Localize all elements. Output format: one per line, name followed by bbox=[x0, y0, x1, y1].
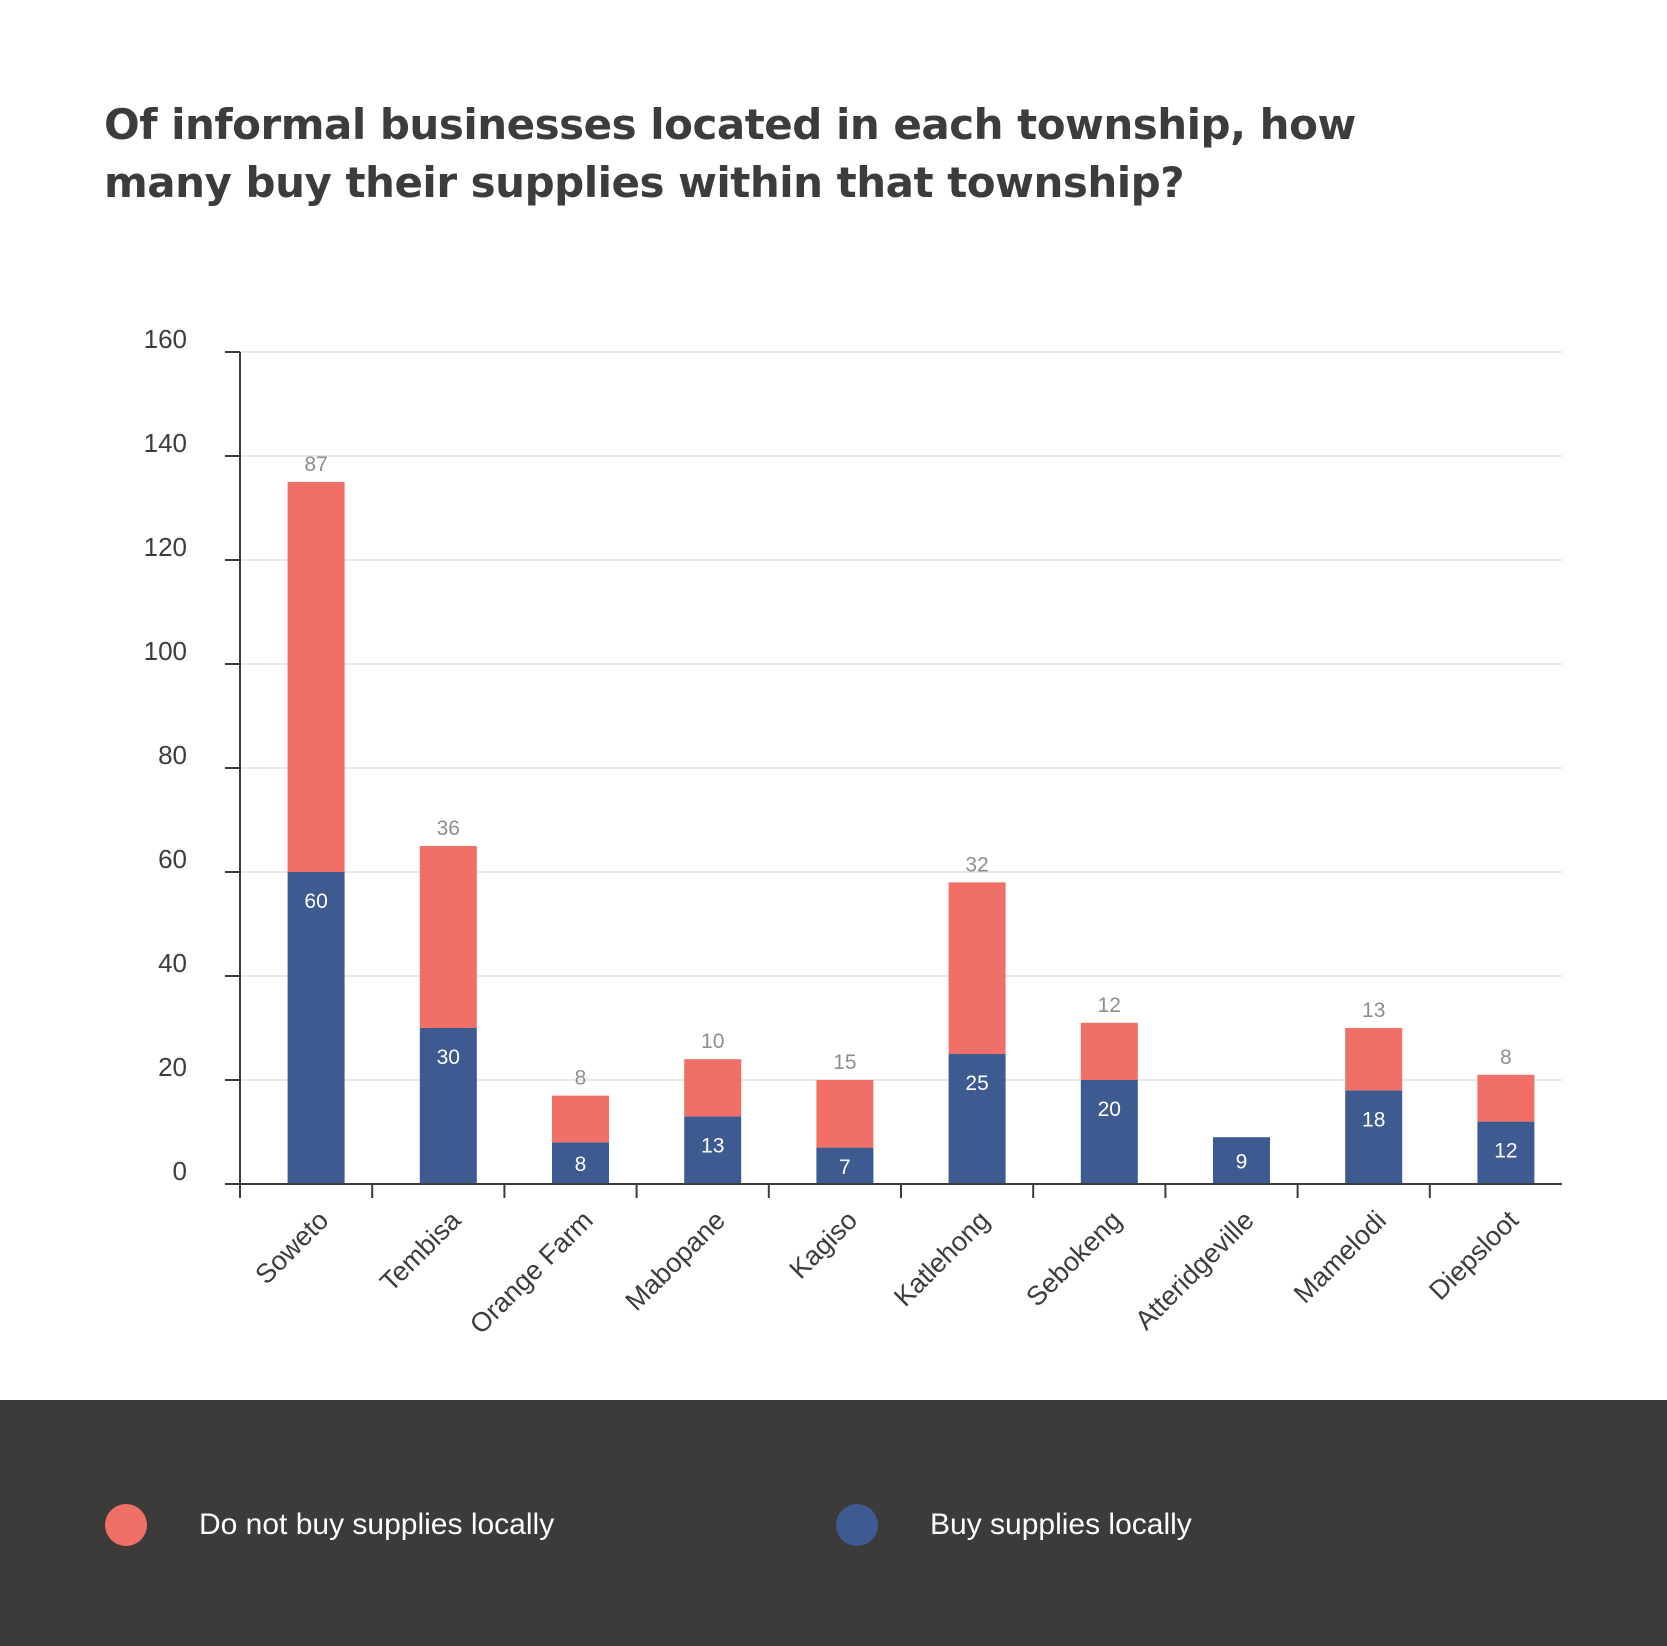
bar-top-label: 12 bbox=[1098, 994, 1121, 1017]
bar-inner-label: 7 bbox=[839, 1156, 851, 1179]
bar-top-label: 32 bbox=[965, 853, 988, 876]
bar-inner-label: 13 bbox=[701, 1134, 724, 1157]
legend-swatch-blue-circle-icon bbox=[836, 1504, 878, 1546]
bar-top-label: 8 bbox=[575, 1067, 587, 1090]
y-tick-label: 60 bbox=[158, 844, 187, 874]
y-tick-label: 120 bbox=[144, 532, 187, 562]
bar-segment-buy-locally bbox=[1477, 1121, 1535, 1184]
bar-segment-buy-locally bbox=[684, 1116, 742, 1184]
x-category-label: Sebokeng bbox=[1020, 1205, 1127, 1312]
bar-segment-not-local bbox=[948, 882, 1006, 1054]
bar-top-label: 36 bbox=[437, 817, 460, 840]
bar-segment-buy-locally bbox=[816, 1147, 874, 1184]
bar-top-label: 15 bbox=[833, 1051, 856, 1074]
legend-label: Do not buy supplies locally bbox=[199, 1508, 555, 1541]
bar-segment-not-local bbox=[1345, 1028, 1403, 1091]
x-category-label: Atteridgeville bbox=[1129, 1205, 1260, 1336]
bar-segment-buy-locally bbox=[287, 872, 345, 1184]
x-category-label: Tembisa bbox=[374, 1204, 467, 1297]
bar-inner-label: 25 bbox=[965, 1072, 988, 1095]
x-category-label: Orange Farm bbox=[464, 1205, 599, 1340]
y-tick-label: 20 bbox=[158, 1052, 187, 1082]
y-tick-label: 100 bbox=[144, 636, 187, 666]
bar-inner-label: 9 bbox=[1236, 1151, 1248, 1174]
bar-segment-not-local bbox=[1080, 1022, 1138, 1080]
legend-swatch-red-circle-icon bbox=[105, 1504, 147, 1546]
bar-inner-label: 12 bbox=[1494, 1140, 1517, 1163]
bar-inner-label: 18 bbox=[1362, 1108, 1385, 1131]
x-category-label: Diepsloot bbox=[1423, 1205, 1524, 1306]
bar-segment-not-local bbox=[816, 1080, 874, 1148]
bar-segment-not-local bbox=[419, 846, 477, 1028]
bar-segment-buy-locally bbox=[1345, 1090, 1403, 1184]
x-category-label: Soweto bbox=[249, 1205, 334, 1290]
bar-segment-buy-locally bbox=[1080, 1080, 1138, 1184]
legend-item-do-not-buy: Do not buy supplies locally bbox=[105, 1503, 554, 1547]
bar-segment-buy-locally bbox=[552, 1142, 609, 1184]
bars bbox=[287, 482, 1535, 1184]
y-tick-label: 80 bbox=[158, 740, 187, 770]
x-category-label: Mabopane bbox=[619, 1205, 730, 1316]
legend-item-buy: Buy supplies locally bbox=[836, 1503, 1192, 1547]
y-tick-label: 160 bbox=[144, 324, 187, 354]
bar-top-label: 10 bbox=[701, 1030, 724, 1053]
gridlines bbox=[240, 351, 1562, 1081]
legend-label: Buy supplies locally bbox=[930, 1508, 1192, 1541]
bar-segment-not-local bbox=[287, 482, 345, 872]
axes: 0 20 40 60 80 100 120 140 160 Soweto TembisaOrange… bbox=[144, 324, 1562, 1340]
bar-segment-not-local bbox=[1477, 1074, 1535, 1122]
bar-inner-label: 60 bbox=[304, 890, 327, 913]
chart-title: Of informal businesses located in each t… bbox=[104, 100, 1356, 207]
bar-segment-not-local bbox=[552, 1095, 609, 1143]
bar-top-label: 8 bbox=[1500, 1046, 1512, 1069]
bar-segment-buy-locally bbox=[419, 1028, 477, 1184]
bar-top-label: 13 bbox=[1362, 999, 1385, 1022]
x-category-label: Katlehong bbox=[888, 1205, 995, 1312]
y-tick-label: 0 bbox=[173, 1156, 187, 1186]
stacked-bar-chart: 0 20 40 60 80 100 120 140 160 Soweto TembisaOrange… bbox=[144, 324, 1562, 1340]
bar-segment-not-local bbox=[684, 1059, 742, 1117]
bar-inner-label: 30 bbox=[437, 1046, 460, 1069]
bar-segment-buy-locally bbox=[1213, 1137, 1270, 1184]
bar-inner-label: 8 bbox=[575, 1153, 587, 1176]
legend: Do not buy supplies locally Buy supplies… bbox=[0, 1400, 1667, 1646]
y-tick-label: 140 bbox=[144, 428, 187, 458]
y-tick-label: 40 bbox=[158, 948, 187, 978]
bar-inner-label: 20 bbox=[1098, 1098, 1121, 1121]
x-category-label: Mamelodi bbox=[1288, 1205, 1392, 1309]
data-labels: 60 87 30 36 8 8 13 10 7 15 25 32 20 12 9 18 13 12 8 bbox=[304, 453, 1517, 1179]
x-category-label: Kagiso bbox=[784, 1205, 864, 1285]
bar-segment-buy-locally bbox=[948, 1054, 1006, 1184]
bar-top-label: 87 bbox=[304, 453, 327, 476]
